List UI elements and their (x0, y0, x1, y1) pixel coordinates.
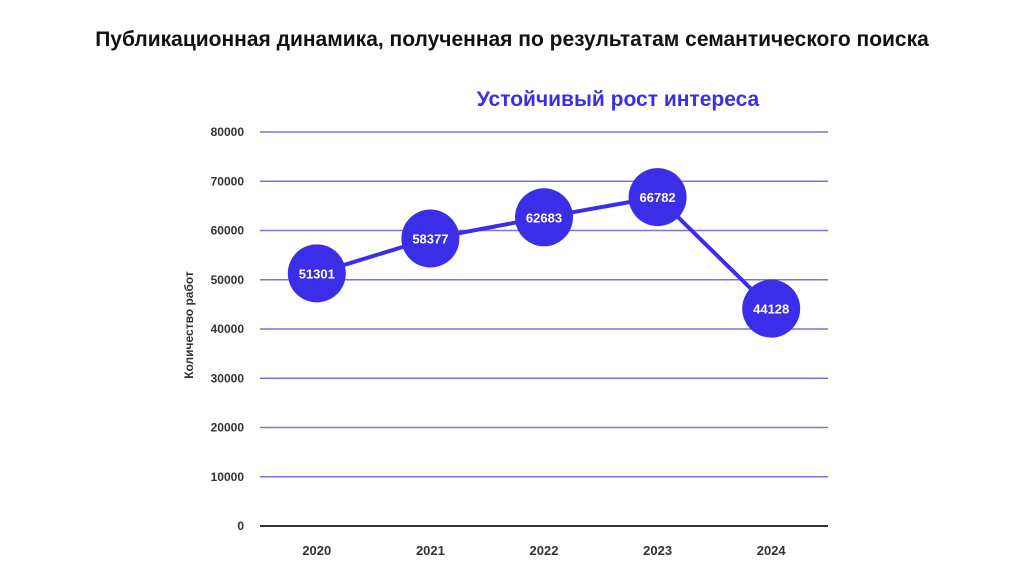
y-tick-label: 50000 (211, 273, 245, 287)
y-tick-label: 70000 (211, 174, 245, 188)
y-axis-ticks: 0 10000 20000 30000 40000 50000 60000 70000 8000… (211, 125, 245, 533)
y-tick-label: 20000 (211, 421, 245, 435)
data-point (401, 209, 460, 268)
y-tick-label: 60000 (211, 224, 245, 238)
y-tick-label: 0 (237, 519, 244, 533)
y-tick-label: 30000 (211, 371, 245, 385)
x-tick-label: 2023 (643, 543, 672, 558)
data-point (287, 244, 346, 303)
x-tick-label: 2024 (757, 543, 787, 558)
y-tick-label: 10000 (211, 470, 245, 484)
y-axis-label: Количество работ (182, 271, 196, 379)
x-tick-label: 2022 (530, 543, 559, 558)
y-tick-label: 40000 (211, 322, 245, 336)
data-point (628, 168, 687, 227)
x-tick-label: 2021 (416, 543, 445, 558)
x-axis-ticks: 2020 2021 2022 2023 2024 (302, 543, 786, 558)
chart-title: Публикационная динамика, полученная по р… (95, 28, 929, 51)
data-label: 44128 (753, 302, 789, 317)
x-tick-label: 2020 (302, 543, 331, 558)
data-label: 58377 (412, 231, 448, 246)
data-points: 51301 58377 62683 66782 44128 (287, 168, 801, 338)
data-label: 62683 (526, 210, 562, 225)
data-label: 51301 (299, 266, 335, 281)
data-point (515, 188, 573, 247)
data-point (742, 279, 801, 338)
data-label: 66782 (640, 190, 676, 205)
chart-subtitle: Устойчивый рост интереса (476, 88, 760, 111)
y-tick-label: 80000 (211, 125, 245, 139)
